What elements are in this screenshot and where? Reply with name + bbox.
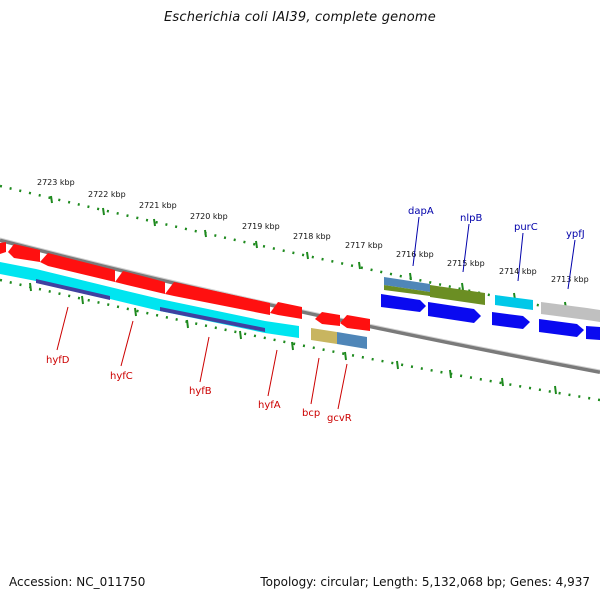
gene-arrow-red[interactable] <box>315 312 340 326</box>
map-title: Escherichia coli IAI39, complete genome <box>163 10 436 25</box>
gene-label-gcvr[interactable]: gcvR <box>327 413 352 424</box>
gene-arrow-blue[interactable] <box>492 312 530 329</box>
genome-summary-text: Topology: circular; Length: 5,132,068 bp… <box>260 575 590 589</box>
kbp-label: 2722 kbp <box>88 190 126 199</box>
gene-bar-cyan[interactable] <box>0 262 36 281</box>
gene-arrow-blue[interactable] <box>586 326 600 340</box>
gene-bar-khaki[interactable] <box>311 328 337 344</box>
kbp-label: 2717 kbp <box>345 241 383 250</box>
gene-label-ypfj[interactable]: ypfJ <box>566 229 585 240</box>
gene-bar-olive[interactable] <box>384 285 430 296</box>
gene-arrow-red[interactable] <box>40 253 115 282</box>
leader-lines-below <box>56 306 348 410</box>
kbp-label: 2715 kbp <box>447 259 485 268</box>
kbp-label: 2721 kbp <box>139 201 177 210</box>
gene-label-hyfa[interactable]: hyfA <box>258 400 281 411</box>
inner-major-ticks <box>29 282 557 395</box>
kbp-label: 2723 kbp <box>37 178 75 187</box>
gene-bar-cyan[interactable] <box>36 269 110 299</box>
gene-arrow-red[interactable] <box>8 244 40 262</box>
gene-arrow-red[interactable] <box>340 315 370 331</box>
leader-lines-above <box>412 216 576 290</box>
gene-arrow-blue[interactable] <box>428 302 481 323</box>
kbp-label: 2718 kbp <box>293 232 331 241</box>
gene-arrow-blue[interactable] <box>539 319 584 337</box>
gene-label-hyfb[interactable]: hyfB <box>189 386 212 397</box>
gene-bar-steel[interactable] <box>384 277 430 292</box>
forward-strand-genes <box>381 277 600 340</box>
gene-bar-navy[interactable] <box>160 307 265 332</box>
reverse-strand-genes <box>0 242 370 349</box>
gene-bar-gray[interactable] <box>541 302 587 320</box>
kbp-label: 2714 kbp <box>499 267 537 276</box>
gene-label-hyfc[interactable]: hyfC <box>110 371 133 382</box>
gene-arrow-red[interactable] <box>270 302 302 319</box>
gene-labels-below: hyfD hyfC hyfB hyfA bcp gcvR <box>46 355 352 424</box>
gene-arrow-red[interactable] <box>0 242 6 254</box>
gene-label-dapa[interactable]: dapA <box>408 206 434 217</box>
kbp-label: 2719 kbp <box>242 222 280 231</box>
gene-bar-gray[interactable] <box>587 308 600 322</box>
gene-arrow-blue[interactable] <box>381 294 426 312</box>
gene-bar-cyan[interactable] <box>110 287 160 311</box>
gene-label-nlpb[interactable]: nlpB <box>460 213 482 224</box>
gene-bar-olive[interactable] <box>430 285 485 305</box>
gene-bar-navy[interactable] <box>36 279 110 300</box>
gene-bar-cyan[interactable] <box>265 321 299 338</box>
gene-label-purc[interactable]: purC <box>514 222 538 233</box>
gene-bar-steel[interactable] <box>337 332 367 349</box>
gene-labels-above: dapA nlpB purC ypfJ <box>408 206 585 240</box>
accession-text: Accession: NC_011750 <box>9 575 146 589</box>
gene-arrow-red[interactable] <box>115 271 165 294</box>
gene-label-bcp[interactable]: bcp <box>302 408 320 419</box>
gene-arrow-red[interactable] <box>165 282 270 315</box>
kbp-label: 2720 kbp <box>190 212 228 221</box>
gene-bar-cyan[interactable] <box>495 295 533 310</box>
gene-label-hyfd[interactable]: hyfD <box>46 355 70 366</box>
